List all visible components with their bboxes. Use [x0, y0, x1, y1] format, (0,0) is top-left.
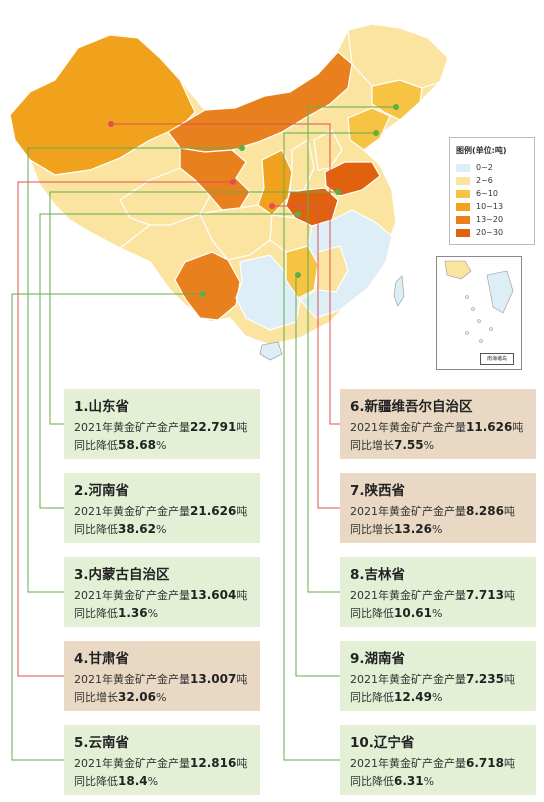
- legend-swatch: [456, 216, 470, 224]
- card-production: 2021年黄金矿产金产量11.626吨: [350, 420, 524, 434]
- legend-label: 0~2: [476, 163, 493, 172]
- card-production: 2021年黄金矿产金产量7.235吨: [350, 672, 515, 686]
- south-china-sea-inset: [436, 256, 522, 370]
- card-title: 5.云南省: [74, 735, 130, 751]
- card-title: 3.内蒙古自治区: [74, 567, 170, 583]
- province-card-hunan: 9.湖南省 2021年黄金矿产金产量7.235吨 同比降低12.49%: [340, 641, 536, 711]
- card-title: 8.吉林省: [350, 567, 406, 583]
- card-title: 6.新疆维吾尔自治区: [350, 399, 473, 415]
- card-change: 同比降低1.36%: [74, 606, 159, 620]
- card-production: 2021年黄金矿产金产量21.626吨: [74, 504, 248, 518]
- legend-swatch: [456, 190, 470, 198]
- card-title: 9.湖南省: [350, 651, 406, 667]
- card-production: 2021年黄金矿产金产量13.604吨: [74, 588, 248, 602]
- card-production: 2021年黄金矿产金产量7.713吨: [350, 588, 515, 602]
- map-legend: 图例(单位:吨) 0~2 2~6 6~10 10~13 13~20 20~30: [449, 137, 535, 245]
- province-card-jilin: 8.吉林省 2021年黄金矿产金产量7.713吨 同比降低10.61%: [340, 557, 536, 627]
- card-change: 同比增长7.55%: [350, 438, 435, 452]
- card-title: 4.甘肃省: [74, 651, 130, 667]
- card-change: 同比降低18.4%: [74, 774, 159, 788]
- province-card-gansu: 4.甘肃省 2021年黄金矿产金产量13.007吨 同比增长32.06%: [64, 641, 260, 711]
- card-change: 同比增长32.06%: [74, 690, 167, 704]
- map-region-taiwan: [393, 275, 405, 307]
- card-production: 2021年黄金矿产金产量6.718吨: [350, 756, 515, 770]
- card-production: 2021年黄金矿产金产量8.286吨: [350, 504, 515, 518]
- inset-label: 南海诸岛: [480, 353, 514, 365]
- legend-swatch: [456, 229, 470, 237]
- card-change: 同比降低58.68%: [74, 438, 167, 452]
- legend-label: 6~10: [476, 189, 498, 198]
- province-card-henan: 2.河南省 2021年黄金矿产金产量21.626吨 同比降低38.62%: [64, 473, 260, 543]
- card-change: 同比降低10.61%: [350, 606, 443, 620]
- legend-label: 13~20: [476, 215, 504, 224]
- province-card-shandong: 1.山东省 2021年黄金矿产金产量22.791吨 同比降低58.68%: [64, 389, 260, 459]
- card-title: 2.河南省: [74, 483, 130, 499]
- legend-label: 2~6: [476, 176, 493, 185]
- card-title: 7.陕西省: [350, 483, 406, 499]
- legend-swatch: [456, 164, 470, 172]
- legend-label: 10~13: [476, 202, 504, 211]
- map-region-hainan: [259, 341, 283, 361]
- province-card-liaoning: 10.辽宁省 2021年黄金矿产金产量6.718吨 同比降低6.31%: [340, 725, 536, 795]
- province-card-yunnan: 5.云南省 2021年黄金矿产金产量12.816吨 同比降低18.4%: [64, 725, 260, 795]
- card-production: 2021年黄金矿产金产量22.791吨: [74, 420, 248, 434]
- card-change: 同比降低38.62%: [74, 522, 167, 536]
- legend-swatch: [456, 203, 470, 211]
- card-production: 2021年黄金矿产金产量13.007吨: [74, 672, 248, 686]
- card-change: 同比降低12.49%: [350, 690, 443, 704]
- card-production: 2021年黄金矿产金产量12.816吨: [74, 756, 248, 770]
- card-title: 1.山东省: [74, 399, 130, 415]
- map-region-heilongjiang: [347, 23, 449, 89]
- legend-swatch: [456, 177, 470, 185]
- card-change: 同比降低6.31%: [350, 774, 435, 788]
- card-title: 10.辽宁省: [350, 735, 415, 751]
- province-card-xinjiang: 6.新疆维吾尔自治区 2021年黄金矿产金产量11.626吨 同比增长7.55%: [340, 389, 536, 459]
- legend-label: 20~30: [476, 228, 504, 237]
- card-change: 同比增长13.26%: [350, 522, 443, 536]
- province-card-inner-mongolia: 3.内蒙古自治区 2021年黄金矿产金产量13.604吨 同比降低1.36%: [64, 557, 260, 627]
- province-card-shaanxi: 7.陕西省 2021年黄金矿产金产量8.286吨 同比增长13.26%: [340, 473, 536, 543]
- legend-title: 图例(单位:吨): [456, 146, 507, 155]
